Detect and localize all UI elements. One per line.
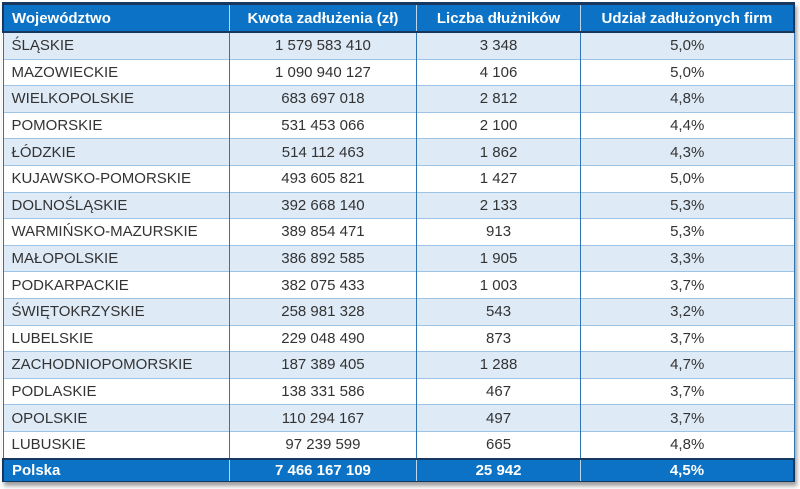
value-cell: 3,7%: [579, 271, 795, 299]
table-row: POMORSKIE 531 453 066 2 100 4,4%: [2, 111, 795, 139]
value-cell: 258 981 328: [228, 297, 417, 326]
table-row: MAZOWIECKIE 1 090 940 127 4 106 5,0%: [2, 58, 795, 86]
value-cell: 497: [416, 404, 581, 432]
value-cell: 683 697 018: [228, 85, 417, 113]
value-cell: 2 812: [416, 85, 581, 113]
value-cell: 5,3%: [579, 191, 795, 219]
value-cell: 467: [416, 377, 581, 405]
value-cell: 4,8%: [579, 85, 795, 113]
value-cell: 665: [416, 430, 581, 459]
value-cell: 3,2%: [579, 297, 795, 326]
value-cell: 187 389 405: [228, 351, 417, 379]
value-cell: 913: [416, 218, 581, 246]
value-cell: 4,8%: [579, 430, 795, 459]
table-row: DOLNOŚLĄSKIE 392 668 140 2 133 5,3%: [2, 191, 795, 219]
table-row: LUBELSKIE 229 048 490 873 3,7%: [2, 324, 795, 352]
value-cell: 4,3%: [579, 138, 795, 166]
value-cell: 5,0%: [579, 164, 795, 193]
voivodeship-name: OPOLSKIE: [2, 404, 230, 432]
table-row: OPOLSKIE 110 294 167 497 3,7%: [2, 404, 795, 432]
value-cell: 382 075 433: [228, 271, 417, 299]
value-cell: 97 239 599: [228, 430, 417, 459]
value-cell: 1 905: [416, 244, 581, 272]
value-cell: 229 048 490: [228, 324, 417, 352]
value-cell: 386 892 585: [228, 244, 417, 272]
voivodeship-name: MAZOWIECKIE: [2, 58, 230, 86]
voivodeship-name: ZACHODNIOPOMORSKIE: [2, 351, 230, 379]
table-row: KUJAWSKO-POMORSKIE 493 605 821 1 427 5,0%: [2, 164, 795, 193]
value-cell: 3 348: [416, 32, 581, 60]
table-header: Województwo Kwota zadłużenia (zł) Liczba d…: [1, 2, 795, 33]
voivodeship-name: WARMIŃSKO-MAZURSKIE: [2, 218, 230, 246]
value-cell: 1 090 940 127: [228, 58, 417, 86]
table-row: ŚWIĘTOKRZYSKIE 258 981 328 543 3,2%: [2, 297, 795, 326]
value-cell: 110 294 167: [228, 404, 417, 432]
value-cell: 514 112 463: [228, 138, 417, 166]
table-row: ŚLĄSKIE 1 579 583 410 3 348 5,0%: [2, 32, 795, 60]
value-cell: 1 288: [416, 351, 581, 379]
column-header-1: Kwota zadłużenia (zł): [228, 2, 417, 33]
voivodeship-name: LUBELSKIE: [2, 324, 230, 352]
voivodeship-name: DOLNOŚLĄSKIE: [2, 191, 230, 219]
totals-row: Polska 7 466 167 109 25 942 4,5%: [1, 457, 795, 482]
voivodeship-name: LUBUSKIE: [2, 430, 230, 459]
value-cell: 3,7%: [579, 404, 795, 432]
value-cell: 5,3%: [579, 218, 795, 246]
value-cell: 493 605 821: [228, 164, 417, 193]
totals-value: 4,5%: [579, 457, 795, 482]
column-header-2: Liczba dłużników: [416, 2, 581, 33]
value-cell: 3,7%: [579, 324, 795, 352]
table-row: PODKARPACKIE 382 075 433 1 003 3,7%: [2, 271, 795, 299]
table-body: ŚLĄSKIE 1 579 583 410 3 348 5,0% MAZOWIECKIE…: [2, 32, 795, 459]
value-cell: 5,0%: [579, 32, 795, 60]
table-row: LUBUSKIE 97 239 599 665 4,8%: [2, 430, 795, 459]
totals-value: 25 942: [416, 457, 581, 482]
value-cell: 3,7%: [579, 377, 795, 405]
value-cell: 392 668 140: [228, 191, 417, 219]
table-row: ZACHODNIOPOMORSKIE 187 389 405 1 288 4,7%: [2, 351, 795, 379]
value-cell: 531 453 066: [228, 111, 417, 139]
column-header-0: Województwo: [1, 2, 230, 33]
table-footer: Polska 7 466 167 109 25 942 4,5%: [1, 457, 795, 482]
value-cell: 1 579 583 410: [228, 32, 417, 60]
table-row: PODLASKIE 138 331 586 467 3,7%: [2, 377, 795, 405]
value-cell: 2 100: [416, 111, 581, 139]
voivodeship-name: PODLASKIE: [2, 377, 230, 405]
totals-value: 7 466 167 109: [228, 457, 417, 482]
table-row: WARMIŃSKO-MAZURSKIE 389 854 471 913 5,3%: [2, 218, 795, 246]
header-row: Województwo Kwota zadłużenia (zł) Liczba d…: [1, 2, 795, 33]
voivodeship-name: ŁÓDZKIE: [2, 138, 230, 166]
voivodeship-name: WIELKOPOLSKIE: [2, 85, 230, 113]
value-cell: 543: [416, 297, 581, 326]
value-cell: 873: [416, 324, 581, 352]
column-header-3: Udział zadłużonych firm: [579, 2, 795, 33]
value-cell: 4,4%: [579, 111, 795, 139]
voivodeship-name: ŚWIĘTOKRZYSKIE: [2, 297, 230, 326]
voivodeship-debt-table: Województwo Kwota zadłużenia (zł) Liczba d…: [1, 2, 795, 482]
voivodeship-name: MAŁOPOLSKIE: [2, 244, 230, 272]
value-cell: 4 106: [416, 58, 581, 86]
value-cell: 4,7%: [579, 351, 795, 379]
totals-label: Polska: [1, 457, 230, 482]
table-row: ŁÓDZKIE 514 112 463 1 862 4,3%: [2, 138, 795, 166]
value-cell: 1 427: [416, 164, 581, 193]
debt-table-container: Województwo Kwota zadłużenia (zł) Liczba d…: [1, 2, 795, 482]
value-cell: 1 862: [416, 138, 581, 166]
table-row: MAŁOPOLSKIE 386 892 585 1 905 3,3%: [2, 244, 795, 272]
value-cell: 389 854 471: [228, 218, 417, 246]
value-cell: 138 331 586: [228, 377, 417, 405]
value-cell: 1 003: [416, 271, 581, 299]
voivodeship-name: POMORSKIE: [2, 111, 230, 139]
table-row: WIELKOPOLSKIE 683 697 018 2 812 4,8%: [2, 85, 795, 113]
value-cell: 3,3%: [579, 244, 795, 272]
value-cell: 5,0%: [579, 58, 795, 86]
value-cell: 2 133: [416, 191, 581, 219]
voivodeship-name: KUJAWSKO-POMORSKIE: [2, 164, 230, 193]
voivodeship-name: PODKARPACKIE: [2, 271, 230, 299]
voivodeship-name: ŚLĄSKIE: [2, 32, 230, 60]
